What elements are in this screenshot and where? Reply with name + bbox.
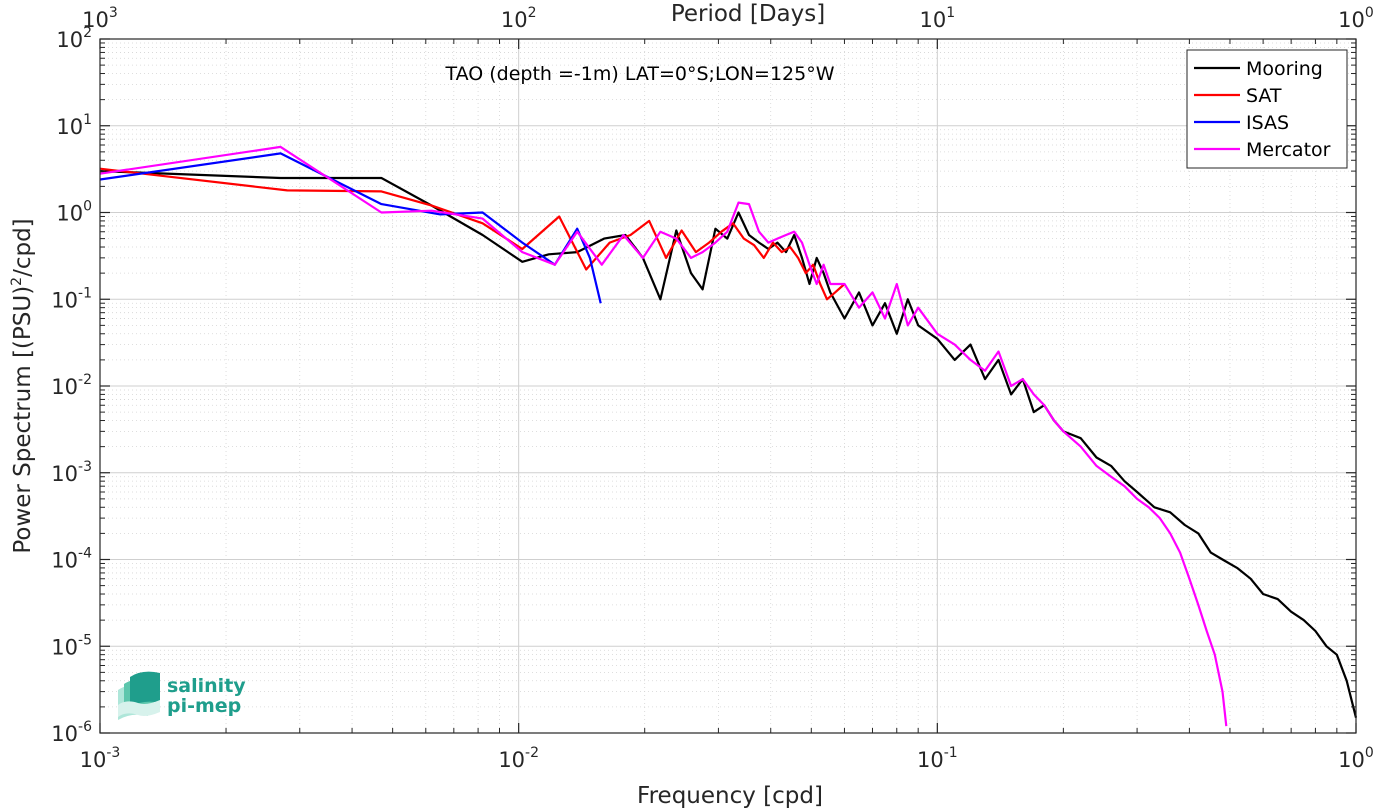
y-tick-label: 10-4	[51, 546, 92, 573]
logo-text-line1: salinity	[167, 675, 246, 697]
legend-label-mercator: Mercator	[1246, 139, 1331, 161]
y-axis-label-superscript: 2	[9, 277, 25, 286]
y-tick-label: 100	[56, 199, 92, 226]
top-tick-label: 102	[501, 5, 537, 32]
series-line-mercator	[99, 145, 1228, 727]
chart-title: TAO (depth =-1m) LAT=0°S;LON=125°W	[444, 63, 834, 85]
x-tick-label: 10-1	[917, 745, 958, 772]
y-tick-label: 10-5	[51, 632, 92, 659]
legend-label-isas: ISAS	[1246, 112, 1289, 134]
top-tick-label: 103	[82, 5, 118, 32]
top-tick-label: 101	[920, 5, 956, 32]
x-tick-label: 100	[1338, 745, 1374, 772]
series-line-mooring	[99, 170, 1358, 718]
y-tick-label: 10-2	[51, 372, 92, 399]
y-tick-label: 10-6	[51, 719, 92, 746]
series-layer	[99, 145, 1358, 727]
series-line-isas	[99, 152, 602, 304]
y-axis-label-main: Power Spectrum [(PSU)	[10, 286, 36, 554]
y-axis-label: Power Spectrum [(PSU)2/cpd]	[9, 218, 36, 553]
top-tick-label: 100	[1338, 5, 1374, 32]
x-tick-label: 10-2	[498, 745, 539, 772]
salinity-pi-mep-logo: salinity pi-mep	[118, 671, 246, 720]
logo-text-line2: pi-mep	[167, 695, 241, 717]
top-axis-label: Period [Days]	[671, 1, 825, 27]
y-tick-label: 102	[56, 25, 92, 52]
legend-label-mooring: Mooring	[1246, 58, 1323, 80]
minor-grid	[100, 39, 1356, 733]
legend-label-sat: SAT	[1246, 85, 1282, 107]
x-axis-label: Frequency [cpd]	[637, 783, 823, 809]
tick-marks	[99, 38, 1357, 734]
logo-mark	[118, 671, 160, 720]
y-tick-label: 101	[56, 112, 92, 139]
y-tick-label: 10-1	[51, 285, 92, 312]
x-tick-label: 10-3	[80, 745, 121, 772]
y-axis-label-unit: /cpd]	[10, 218, 36, 277]
y-tick-label: 10-3	[51, 459, 92, 486]
series-line-sat	[99, 167, 846, 301]
legend: Mooring SAT ISAS Mercator	[1186, 49, 1348, 169]
major-grid	[99, 38, 1357, 734]
